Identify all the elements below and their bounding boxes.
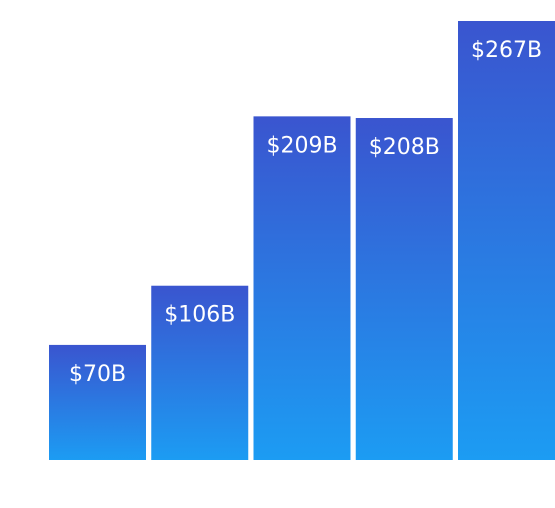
bar-value-label-1: $70B	[69, 362, 126, 387]
bar-value-label-5: $267B	[471, 38, 542, 63]
bar-5	[458, 21, 555, 460]
bar-4	[356, 118, 453, 460]
bar-value-label-3: $209B	[266, 133, 337, 158]
bars-group	[49, 21, 555, 460]
bar-value-label-4: $208B	[369, 135, 440, 160]
bar-value-label-2: $106B	[164, 303, 235, 328]
bar-3	[254, 116, 351, 460]
